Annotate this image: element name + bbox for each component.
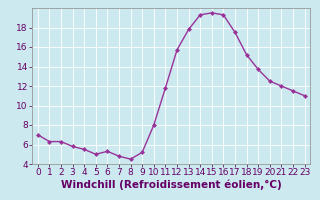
X-axis label: Windchill (Refroidissement éolien,°C): Windchill (Refroidissement éolien,°C) — [61, 180, 282, 190]
